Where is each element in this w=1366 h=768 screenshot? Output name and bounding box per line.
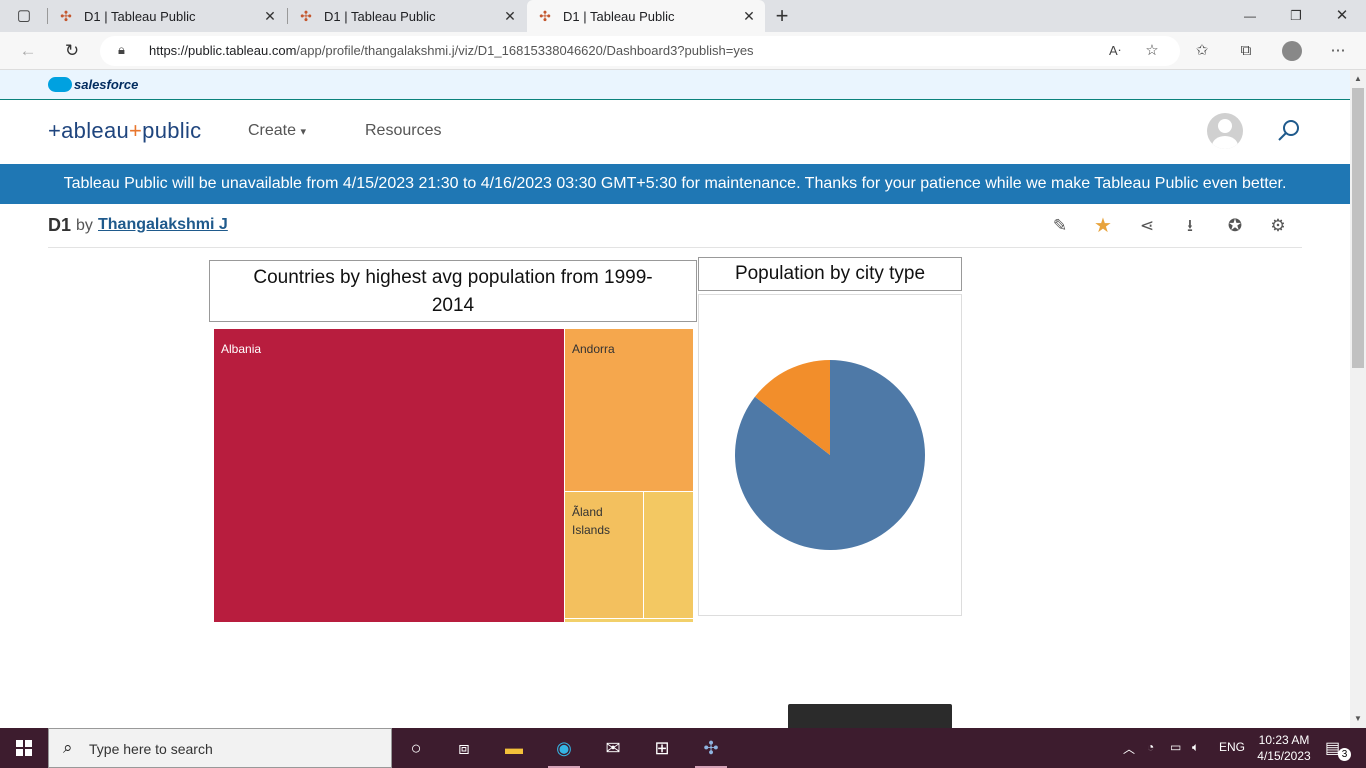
refresh-icon[interactable]: ↻ [64,41,80,60]
salesforce-logo-text[interactable]: salesforce [74,77,139,92]
tableau-favicon-icon: ✣ [300,8,312,24]
tab-title: D1 | Tableau Public [563,8,675,24]
edge-browser-icon[interactable]: ◉ [540,728,588,768]
pie-slice-2[interactable] [754,360,830,455]
page-scrollbar[interactable]: ▲ ▼ [1350,70,1366,728]
dashboard-tab-button[interactable] [788,704,952,728]
collections-icon[interactable]: ⧉ [1240,42,1252,59]
task-view-icon[interactable]: ⧈ [458,738,470,758]
show-hidden-icons-icon[interactable]: ︿ [1123,742,1136,756]
taskbar-search-box[interactable]: ⌕ Type here to search [48,728,392,768]
tableau-app-icon[interactable]: ✣ [687,728,735,768]
treemap-chart[interactable]: Albania Andorra Ãland Islands [214,329,694,622]
treemap-title: Countries by highest avg population from… [209,260,697,322]
page-content: salesforce +ableau+public Create ▾ Resou… [0,70,1350,728]
pie-chart[interactable] [699,295,961,615]
chevron-down-icon: ▾ [300,126,307,138]
tableau-favicon-icon: ✣ [60,8,72,24]
favorites-icon[interactable]: ✩ [1195,42,1209,59]
edit-icon[interactable]: ✎ [1052,216,1068,235]
treemap-cell-unlabeled[interactable] [565,619,693,622]
scroll-down-arrow-icon[interactable]: ▼ [1354,714,1362,723]
close-tab-icon[interactable]: ✕ [264,7,276,24]
battery-icon[interactable]: ▭ [1170,740,1182,754]
browser-tab-bar: ▢ ✣ D1 | Tableau Public ✕ ✣ D1 | Tableau… [0,0,1366,32]
nav-create[interactable]: Create ▾ [248,122,307,139]
minimize-window-button[interactable]: — [1244,9,1256,23]
url-field[interactable]: 🔒︎ https://public.tableau.com/app/profil… [100,36,1180,66]
treemap-cell-andorra[interactable]: Andorra [565,329,693,491]
by-label: by [76,217,93,234]
close-tab-icon[interactable]: ✕ [504,7,516,24]
favorite-star-icon[interactable]: ★ [1094,215,1112,237]
language-indicator[interactable]: ENG [1219,740,1246,754]
tab-title: D1 | Tableau Public [84,8,196,24]
author-link[interactable]: Thangalakshmi J [98,216,228,233]
volume-icon[interactable]: 🔈︎ [1192,740,1200,754]
search-icon[interactable] [1276,118,1302,144]
clock[interactable]: 10:23 AM 4/15/2023 [1257,733,1311,763]
browser-address-bar: ← ↻ 🔒︎ https://public.tableau.com/app/pr… [0,32,1366,70]
file-explorer-icon[interactable]: ▬ [505,738,523,758]
close-window-button[interactable]: ✕ [1335,7,1349,24]
close-tab-icon[interactable]: ✕ [743,7,755,24]
treemap-cell-unlabeled[interactable] [644,492,693,618]
windows-taskbar: ⌕ Type here to search ○ ⧈ ▬ ◉ ✉ ⊞ ✣ ︿ ◔ … [0,728,1366,768]
settings-gear-icon[interactable]: ⚙ [1270,216,1286,235]
badge-icon[interactable]: ✪ [1227,216,1243,235]
new-tab-button[interactable]: + [775,3,789,28]
back-arrow-icon[interactable]: ← [19,41,37,60]
tableau-favicon-icon: ✣ [539,8,551,24]
browser-tab-2[interactable]: ✣ D1 | Tableau Public ✕ [288,0,526,32]
read-aloud-icon[interactable]: Aᐧ [1109,43,1121,58]
notification-count-badge: 3 [1338,748,1351,761]
nav-resources[interactable]: Resources [365,122,442,139]
treemap-cell-albania[interactable]: Albania [214,329,564,622]
add-favorite-icon[interactable]: ☆ [1145,42,1159,59]
scroll-up-arrow-icon[interactable]: ▲ [1354,74,1362,83]
url-text: https://public.tableau.com/app/profile/t… [149,43,754,58]
tableau-public-logo[interactable]: +ableau+public [48,118,202,143]
pie-chart-panel [698,294,962,616]
restore-window-button[interactable]: ❐ [1290,8,1302,23]
profile-icon[interactable] [1280,39,1304,63]
share-icon[interactable]: ⋖ [1139,216,1155,235]
salesforce-bar: salesforce [0,70,1350,100]
search-icon: ⌕ [63,738,73,757]
tab-title: D1 | Tableau Public [324,8,436,24]
taskbar-search-placeholder: Type here to search [89,741,213,757]
windows-start-icon[interactable] [0,728,48,768]
salesforce-cloud-icon [48,77,72,92]
store-icon[interactable]: ⊞ [654,738,670,758]
viz-name: D1 [48,215,72,235]
lock-icon[interactable]: 🔒︎ [118,42,125,57]
network-icon[interactable]: ◔ [1147,740,1155,754]
browser-tab-3-active[interactable]: ✣ D1 | Tableau Public ✕ [527,0,765,32]
notifications-icon[interactable]: ▤ [1325,740,1341,757]
site-header: +ableau+public Create ▾ Resources [0,100,1350,164]
pie-title: Population by city type [698,257,962,291]
browser-tab-1[interactable]: ✣ D1 | Tableau Public ✕ [48,0,286,32]
tab-actions-icon[interactable]: ▢ [16,7,32,24]
cortana-icon[interactable]: ○ [410,738,422,758]
avatar[interactable] [1207,113,1243,149]
download-icon[interactable]: ⭳ [1187,216,1193,235]
treemap-cell-aland-islands[interactable]: Ãland Islands [565,492,643,618]
scroll-thumb[interactable] [1352,88,1364,368]
more-menu-icon[interactable]: ⋯ [1330,42,1346,59]
viz-header: D1 by Thangalakshmi J ✎ ★ ⋖ ⭳ ✪ ⚙ [48,204,1302,248]
mail-icon[interactable]: ✉ [605,738,621,758]
maintenance-banner: Tableau Public will be unavailable from … [0,164,1350,204]
